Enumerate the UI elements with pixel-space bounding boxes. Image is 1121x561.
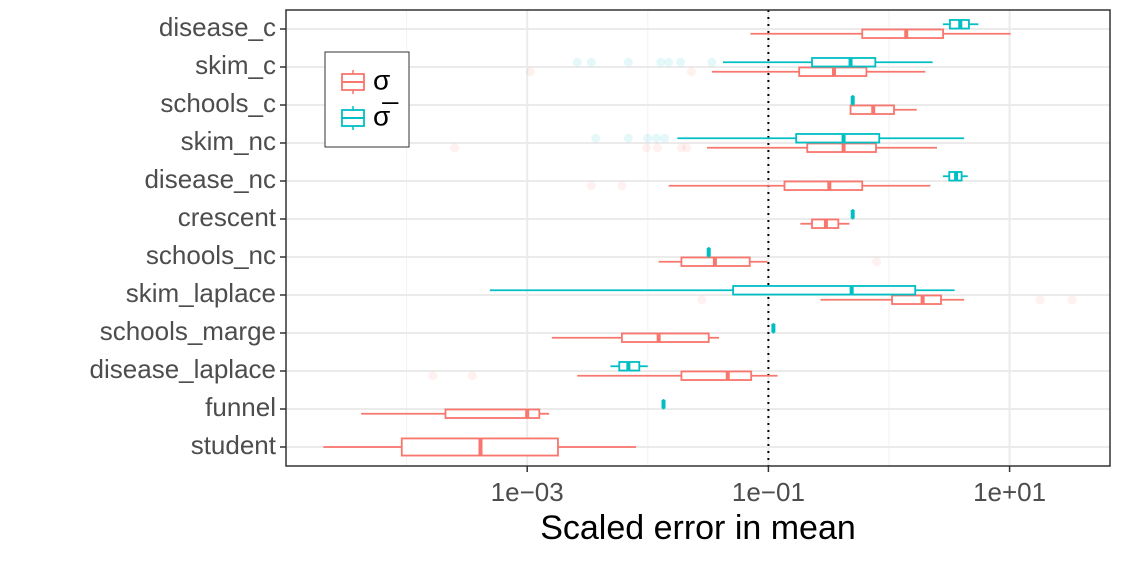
- outlier: [676, 57, 686, 67]
- box: [732, 285, 917, 296]
- outlier: [651, 133, 661, 143]
- box: [621, 332, 710, 343]
- outlier: [572, 57, 582, 67]
- outlier: [1067, 295, 1077, 305]
- plot-panel: [286, 10, 1110, 466]
- outlier: [1035, 295, 1045, 305]
- outlier: [450, 143, 460, 153]
- outlier: [643, 133, 653, 143]
- box: [891, 294, 942, 305]
- y-tick-label: skim_nc: [181, 126, 276, 156]
- outlier: [623, 57, 633, 67]
- y-tick-label: schools_c: [160, 88, 276, 118]
- box: [795, 133, 881, 144]
- y-tick-label: skim_laplace: [126, 278, 276, 308]
- outlier: [656, 57, 666, 67]
- outlier: [642, 143, 652, 153]
- box: [811, 57, 877, 68]
- x-tick-label: 1e+01: [973, 477, 1046, 507]
- box: [680, 370, 753, 381]
- outlier: [467, 371, 477, 381]
- box: [783, 180, 864, 191]
- outlier: [586, 57, 596, 67]
- box: [861, 28, 945, 39]
- outlier: [623, 133, 633, 143]
- y-tick-label: disease_nc: [144, 164, 276, 194]
- legend-box: [324, 51, 410, 148]
- box: [444, 408, 541, 419]
- y-tick-label: student: [191, 430, 277, 460]
- outlier: [660, 133, 670, 143]
- y-tick-label: schools_marge: [100, 316, 276, 346]
- outlier: [525, 67, 535, 77]
- outlier: [617, 181, 627, 191]
- x-tick-label: 1e−01: [732, 477, 805, 507]
- y-tick-label: disease_laplace: [90, 354, 276, 384]
- outlier: [586, 181, 596, 191]
- x-axis-title: Scaled error in mean: [540, 509, 856, 547]
- outlier: [707, 57, 717, 67]
- outlier: [652, 143, 662, 153]
- y-tick-label: skim_c: [195, 50, 276, 80]
- y-tick-label: funnel: [205, 392, 276, 422]
- outlier: [664, 57, 674, 67]
- outlier: [676, 143, 686, 153]
- y-tick-label: crescent: [178, 202, 277, 232]
- panel-border: [285, 9, 1111, 467]
- legend-label: σ: [373, 64, 390, 95]
- outlier: [428, 371, 438, 381]
- outlier: [872, 257, 882, 267]
- outlier: [697, 295, 707, 305]
- outlier: [686, 67, 696, 77]
- y-tick-label: disease_c: [159, 12, 276, 42]
- x-tick-label: 1e−03: [491, 477, 564, 507]
- y-tick-label: schools_nc: [146, 240, 276, 270]
- outlier: [682, 143, 692, 153]
- outlier: [591, 133, 601, 143]
